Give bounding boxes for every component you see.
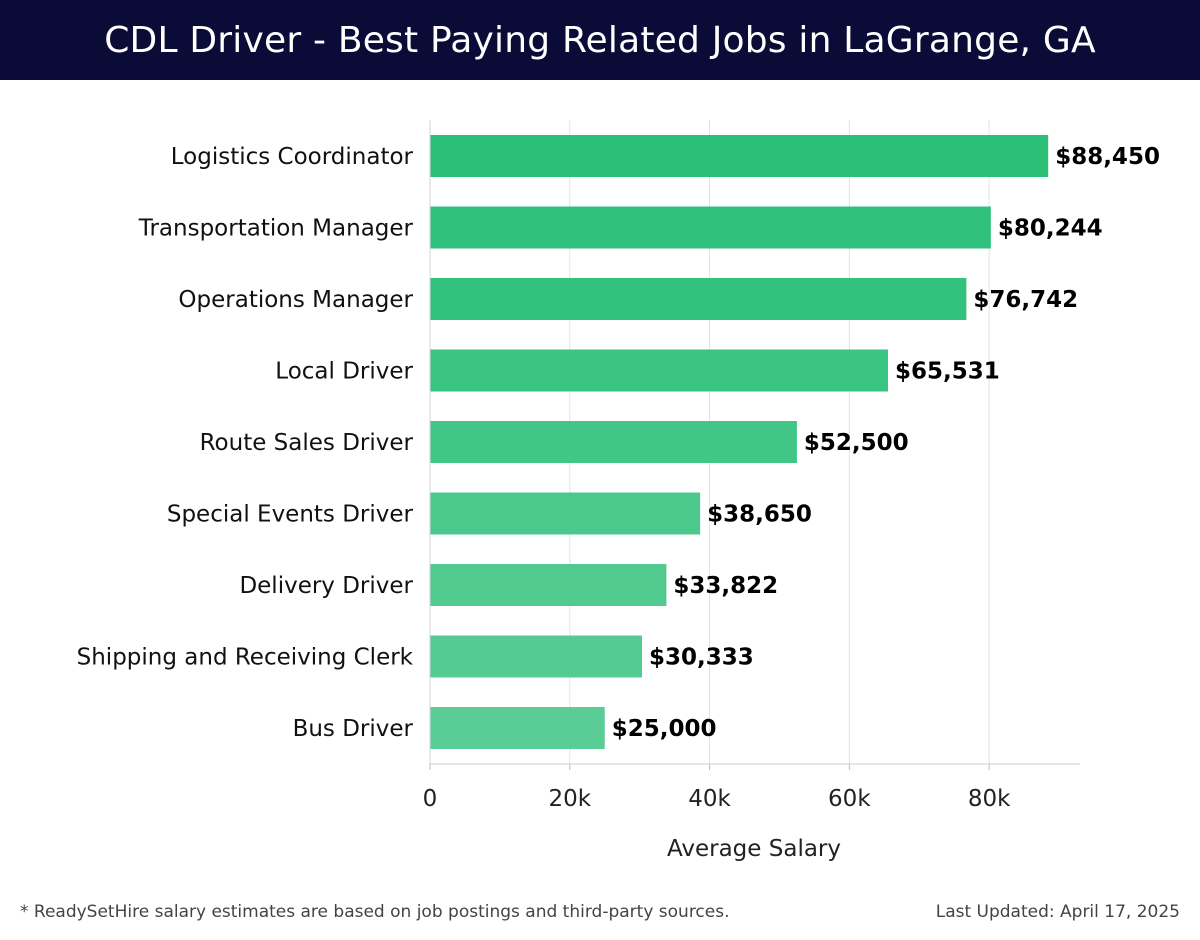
value-label: $80,244: [998, 216, 1103, 242]
category-label: Shipping and Receiving Clerk: [77, 645, 414, 671]
value-label: $88,450: [1055, 144, 1160, 170]
value-label: $38,650: [707, 502, 812, 528]
x-tick-label: 40k: [688, 786, 731, 812]
bar: [430, 135, 1049, 177]
category-label: Route Sales Driver: [200, 430, 414, 456]
category-label: Logistics Coordinator: [171, 144, 414, 170]
category-label: Transportation Manager: [138, 216, 414, 242]
category-label: Operations Manager: [178, 287, 413, 313]
bar: [430, 349, 889, 392]
bar: [430, 707, 605, 749]
value-label: $30,333: [649, 645, 754, 671]
category-label: Special Events Driver: [167, 502, 414, 528]
bar: [430, 492, 701, 535]
value-label: $25,000: [612, 716, 717, 742]
chart-header: CDL Driver - Best Paying Related Jobs in…: [0, 0, 1200, 80]
x-tick-label: 0: [423, 786, 438, 812]
x-axis-label: Average Salary: [667, 836, 841, 862]
salary-bar-chart: 0 20k 40k 60k 80k Logistics Coordinator $88,4…: [77, 120, 1160, 862]
footer-note: * ReadySetHire salary estimates are base…: [20, 902, 730, 922]
value-label: $76,742: [973, 287, 1078, 313]
value-label: $65,531: [895, 359, 1000, 385]
value-label: $52,500: [804, 430, 909, 456]
chart-title: CDL Driver - Best Paying Related Jobs in…: [104, 19, 1096, 61]
bar: [430, 206, 991, 249]
footer-updated: Last Updated: April 17, 2025: [935, 902, 1180, 922]
bars: [430, 135, 1049, 749]
x-axis: 0 20k 40k 60k 80k: [423, 120, 1080, 812]
labels: Logistics Coordinator $88,450 Transportati…: [77, 144, 1160, 742]
x-tick-label: 80k: [968, 786, 1011, 812]
value-label: $33,822: [673, 573, 778, 599]
category-label: Delivery Driver: [239, 573, 413, 599]
bar: [430, 278, 967, 320]
bar: [430, 635, 643, 678]
x-tick-label: 60k: [828, 786, 871, 812]
x-tick-label: 20k: [548, 786, 591, 812]
category-label: Local Driver: [275, 359, 413, 385]
bar: [430, 564, 667, 606]
bar: [430, 421, 797, 463]
category-label: Bus Driver: [293, 716, 414, 742]
